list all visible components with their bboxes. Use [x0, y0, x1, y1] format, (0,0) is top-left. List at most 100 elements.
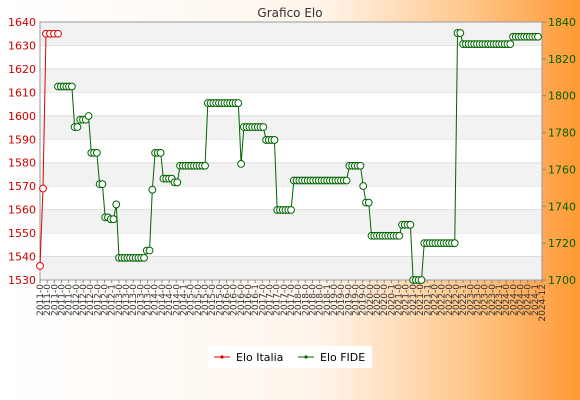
left-tick-label: 1550 — [8, 227, 36, 240]
x-tick-label: 2014-0 — [158, 284, 168, 316]
data-point-elo-italia — [36, 262, 44, 270]
data-point-elo-fide — [201, 161, 209, 170]
x-tick-label: 2016-0 — [244, 284, 254, 316]
x-tick-label: 2018-1 — [323, 284, 333, 316]
data-point-elo-fide — [417, 276, 426, 284]
x-tick-label: 2017-0 — [273, 284, 283, 316]
x-tick-label: 2014-0 — [165, 284, 175, 316]
x-tick-label: 2015-0 — [187, 284, 197, 316]
data-point-elo-fide — [145, 246, 154, 255]
x-tick-label: 2022-1 — [459, 284, 469, 316]
legend-label-elo-italia: Elo Italia — [236, 351, 283, 364]
x-tick-label: 2015-0 — [208, 284, 218, 316]
right-tick-label: 1700 — [548, 274, 576, 287]
left-tick-label: 1580 — [8, 157, 36, 170]
right-tick-label: 1780 — [548, 127, 576, 140]
x-tick-label: 2024-12 — [538, 284, 548, 322]
x-axis: 2011-02011-02011-02011-02011-02012-02012… — [36, 280, 548, 322]
data-point-elo-fide — [259, 123, 268, 131]
series-layer — [36, 29, 542, 284]
right-tick-label: 1800 — [548, 90, 576, 103]
x-tick-label: 2018-0 — [309, 284, 319, 316]
x-tick-label: 2011-0 — [50, 284, 60, 316]
left-tick-label: 1640 — [8, 16, 36, 29]
data-point-elo-fide — [287, 206, 295, 214]
grid-band — [40, 115, 542, 140]
x-tick-label: 2019-0 — [337, 284, 347, 316]
x-tick-label: 2014-0 — [172, 284, 182, 316]
x-tick-label: 2020-0 — [373, 284, 383, 316]
x-tick-label: 2015-0 — [194, 284, 204, 316]
data-point-elo-fide — [84, 112, 93, 120]
x-tick-label: 2020-0 — [366, 284, 376, 316]
x-tick-label: 2015-0 — [215, 284, 225, 316]
x-tick-label: 2014-0 — [151, 284, 161, 316]
data-point-elo-fide — [342, 176, 351, 185]
x-tick-label: 2016-0 — [230, 284, 240, 316]
legend-label-elo-fide: Elo FIDE — [320, 351, 365, 364]
left-tick-label: 1610 — [8, 86, 36, 99]
x-tick-label: 2016-0 — [237, 284, 247, 316]
left-tick-label: 1560 — [8, 204, 36, 217]
x-tick-label: 2017-0 — [287, 284, 297, 316]
chart-title: Grafico Elo — [257, 6, 322, 20]
data-point-elo-fide — [67, 82, 76, 91]
data-point-elo-fide — [92, 148, 101, 157]
grid-band — [40, 22, 542, 46]
data-point-elo-italia — [39, 184, 47, 193]
x-tick-label: 2020-0 — [380, 284, 390, 316]
x-tick-label: 2024-0 — [502, 284, 512, 316]
x-tick-label: 2012-1 — [108, 284, 118, 316]
x-tick-label: 2016-0 — [222, 284, 232, 316]
data-point-elo-fide — [98, 180, 107, 189]
x-tick-label: 2023-0 — [466, 284, 476, 316]
data-point-elo-fide — [109, 215, 118, 224]
left-tick-label: 1630 — [8, 39, 36, 52]
left-tick-label: 1620 — [8, 63, 36, 76]
right-tick-label: 1720 — [548, 237, 576, 250]
left-tick-label: 1600 — [8, 110, 36, 123]
x-tick-label: 2017-0 — [258, 284, 268, 316]
left-tick-label: 1590 — [8, 133, 36, 146]
x-tick-label: 2013-0 — [129, 284, 139, 316]
x-tick-label: 2018-0 — [294, 284, 304, 316]
data-point-elo-fide — [270, 136, 279, 144]
right-tick-label: 1760 — [548, 163, 576, 176]
x-tick-label: 2023-0 — [488, 284, 498, 316]
left-tick-label: 1540 — [8, 251, 36, 264]
x-tick-label: 2021-0 — [402, 284, 412, 316]
x-tick-label: 2022-0 — [445, 284, 455, 316]
x-tick-label: 2015-0 — [201, 284, 211, 316]
x-tick-label: 2011-0 — [65, 284, 75, 316]
x-tick-label: 2024-0 — [509, 284, 519, 316]
x-tick-label: 2021-1 — [423, 284, 433, 316]
right-axis: 1700 1720 1740 1760 1780 1800 1820 1840 — [542, 16, 576, 287]
data-point-elo-fide — [506, 40, 515, 49]
x-tick-label: 2013-0 — [144, 284, 154, 316]
x-tick-label: 2018-0 — [301, 284, 311, 316]
x-tick-label: 2023-0 — [481, 284, 491, 316]
data-point-elo-fide — [173, 178, 182, 187]
data-point-elo-fide — [406, 220, 415, 229]
plot-area — [40, 22, 542, 280]
data-point-elo-fide — [237, 160, 246, 168]
x-tick-label: 2022-0 — [452, 284, 462, 316]
x-tick-label: 2021-0 — [416, 284, 426, 316]
x-tick-label: 2012-0 — [93, 284, 103, 316]
legend-dot-elo-fide — [304, 355, 308, 359]
x-tick-label: 2024-0 — [524, 284, 534, 316]
legend: Elo Italia Elo FIDE — [208, 346, 372, 368]
data-point-elo-fide — [359, 182, 368, 190]
x-tick-label: 2014-1 — [179, 284, 189, 316]
grid-band — [40, 256, 542, 280]
legend-box — [208, 346, 372, 368]
data-point-elo-fide — [364, 198, 373, 207]
x-tick-label: 2012-0 — [79, 284, 89, 316]
x-tick-label: 2018-0 — [316, 284, 326, 316]
data-point-elo-fide — [148, 185, 157, 194]
data-point-elo-fide — [156, 148, 165, 157]
plot-background — [39, 21, 543, 281]
x-tick-label: 2024-1 — [531, 284, 541, 316]
right-tick-label: 1820 — [548, 53, 576, 66]
